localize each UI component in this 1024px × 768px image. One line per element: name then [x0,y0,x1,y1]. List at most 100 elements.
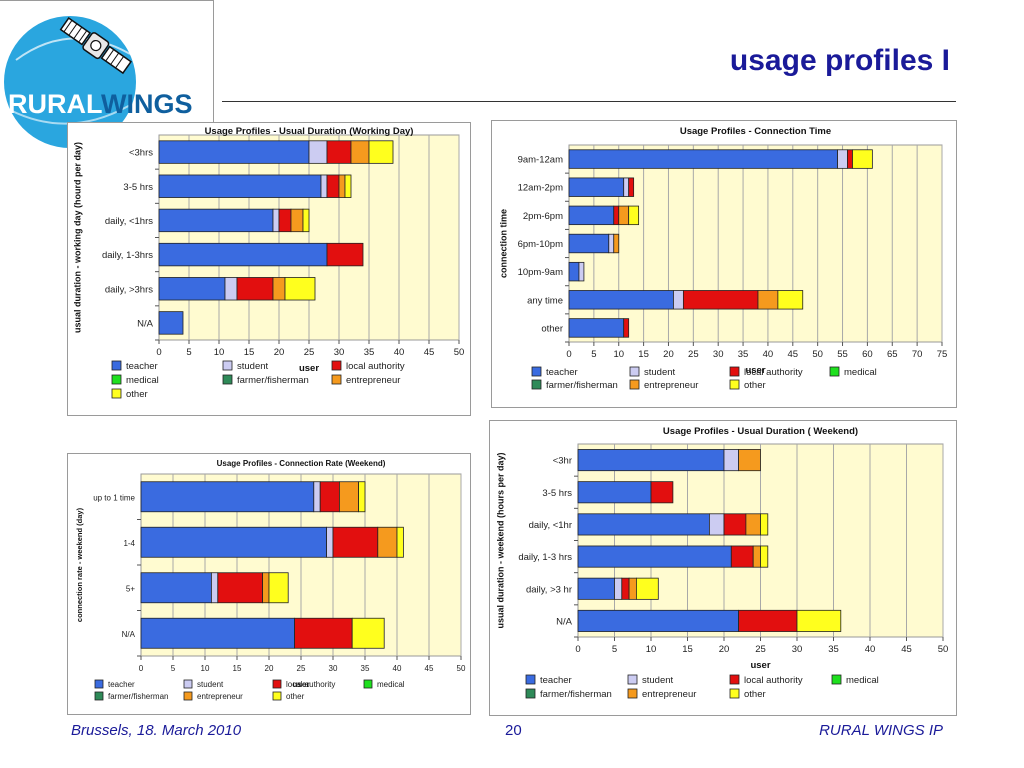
legend-label: local authority [346,361,405,372]
legend-swatch [831,674,842,685]
bar-segment-student: student: 1 [210,572,219,604]
x-tick-label: 45 [901,644,912,655]
y-tick-label: daily, <1hrs [105,216,153,227]
bar-segment-student: student: 2 [708,513,725,536]
bar-segment-teacher: teacher: 11 [568,177,625,197]
bar-segment-local-authority: local authority: 1 [628,177,635,197]
legend-item: teacher [531,366,578,378]
x-tick-label: 45 [424,347,435,358]
bar-segment-teacher: teacher: 22 [577,609,740,632]
legend-label: entrepreneur [642,689,696,700]
legend-item: entrepreneur [183,691,243,701]
x-tick-label: 30 [792,644,803,655]
bar-segment-student: student: 2 [224,277,238,301]
bar-segment-entrepreneur: entrepreneur: 1 [628,577,637,600]
x-tick-label: 10 [214,347,225,358]
bar-segment-other: other: 2 [628,205,640,226]
legend-item: farmer/fisherman [525,688,612,700]
x-axis-label: user [745,365,765,376]
bar-segment-local-authority: local authority: 1 [623,318,630,338]
x-tick-label: 40 [394,347,405,358]
y-tick-label: N/A [556,616,573,627]
legend-label: entrepreneur [346,375,400,386]
x-tick-label: 70 [912,349,923,360]
x-tick-label: 15 [638,349,649,360]
bar-segment-local-authority: local authority: 1 [621,577,630,600]
x-tick-label: 35 [828,644,839,655]
chart-title: Usage Profiles - Usual Duration ( Weeken… [663,426,858,437]
y-tick-label: 10pm-9am [518,267,563,278]
bar-segment-entrepreneur: entrepreneur: 2 [290,208,304,233]
x-tick-label: 50 [812,349,823,360]
legend-item: medical [363,679,405,689]
x-tick-label: 10 [646,644,657,655]
bar-segment-student: student: 2 [723,449,739,472]
legend-item: medical [111,374,159,386]
x-tick-label: 0 [566,349,571,360]
chart-connection-rate-weekend: 0 5 10 15 20 25 30 35 40 45 50 Usage Profiles - Con… [75,459,466,701]
legend-swatch [525,688,536,699]
y-tick-label: N/A [122,630,136,639]
legend-label: teacher [540,675,572,686]
legend-swatch [111,388,122,399]
bar-segment-student: student: 3 [308,140,328,164]
legend-swatch [729,366,740,377]
y-axis-label: connection rate - weekend (day) [75,507,84,622]
legend-label: farmer/fisherman [540,689,612,700]
y-axis-label: usual duration - working day (hourd per … [72,142,82,333]
legend-swatch [525,674,536,685]
bar-segment-teacher: teacher: 11 [158,277,226,301]
x-tick-label: 35 [361,664,370,673]
bar-segment-other: other: 3 [635,577,659,600]
bar-segment-local-authority: local authority: 7 [332,526,379,558]
y-tick-label: 3-5 hrs [542,488,572,499]
bar-segment-local-authority: local authority: 15 [682,290,759,310]
bar-segment-other: other: 4 [368,140,394,164]
legend-item: other [272,691,305,701]
chart-panel-connection-rate-weekend: 0 5 10 15 20 25 30 35 40 45 50 Usage Profiles - Con… [67,453,471,715]
bar-segment-local-authority: local authority: 3 [730,545,754,568]
legend-swatch [331,374,342,385]
x-tick-label: 50 [457,664,466,673]
bar-segment-other: other: 1 [760,545,769,568]
legend-item: farmer/fisherman [531,379,618,391]
legend-item: student [183,679,224,689]
legend-item: teacher [111,360,158,372]
legend-label: other [744,380,766,391]
rural-wings-logo: RURALWINGS [0,0,216,152]
bar-segment-student: student: 2 [673,290,684,310]
legend-label: farmer/fisherman [546,380,618,391]
bar-segment-student: student: 1 [320,174,328,198]
legend-swatch [363,679,373,689]
satellite-icon [59,16,133,75]
y-tick-label: 5+ [126,584,135,593]
legend-label: medical [377,680,405,689]
bar-segment-other: other: 1 [396,526,404,558]
x-tick-label: 30 [334,347,345,358]
legend-item: local authority [272,679,335,689]
bar-segment-other: other: 1 [760,513,769,536]
legend-item: student [629,366,676,378]
legend-item: teacher [94,679,135,689]
chart-connection-time: 0 5 10 15 20 25 30 35 40 45 50 55 60 65 70 75 Usage Prof… [498,126,947,391]
legend-swatch [629,379,640,390]
y-tick-label: daily, >3hrs [105,284,153,295]
legend-item: farmer/fisherman [222,374,309,386]
x-tick-label: 50 [454,347,465,358]
bar-segment-other: other: 5 [777,290,804,310]
legend-label: other [286,692,305,701]
legend-label: medical [126,375,159,386]
legend-label: student [644,367,676,378]
legend-item: other [729,379,766,391]
x-tick-label: 25 [297,664,306,673]
y-tick-label: 9am-12am [518,155,563,166]
bar-segment-entrepreneur: entrepreneur: 3 [377,526,398,558]
chart-panel-working-day: 0 5 10 15 20 25 30 35 40 45 50 Usage Profiles - Usu… [67,122,471,416]
x-tick-label: 25 [688,349,699,360]
bar-segment-local-authority: local authority: 6 [236,277,274,301]
x-tick-label: 60 [862,349,873,360]
x-tick-label: 0 [575,644,580,655]
legend-label: other [126,389,148,400]
y-tick-label: daily, 1-3 hrs [518,552,572,563]
legend-item: local authority [331,360,405,372]
